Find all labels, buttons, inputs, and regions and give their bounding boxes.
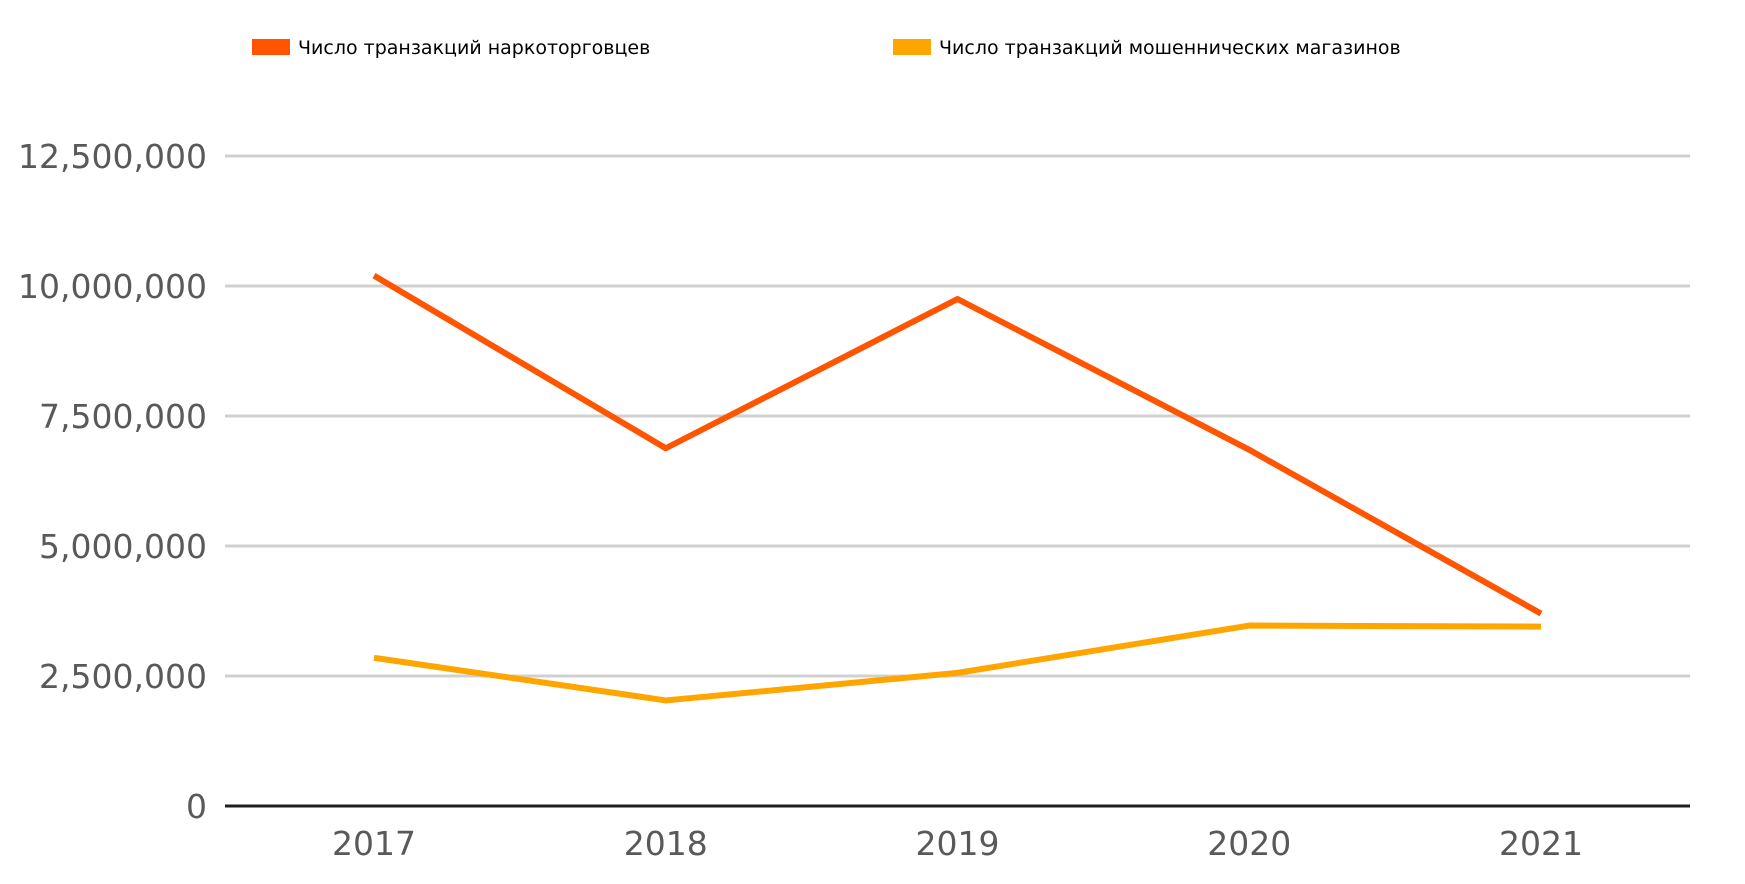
y-axis-tick-labels: 0 2,500,000 5,000,000 7,500,000 10,000,000 12…	[18, 137, 207, 826]
x-axis-tick-labels: 2017 2018 2019 2020 2021	[332, 824, 1583, 863]
gridlines	[225, 154, 1690, 808]
x-tick-label: 2021	[1499, 824, 1583, 863]
series-line-drug-dealers	[372, 273, 1543, 617]
y-tick-label: 0	[186, 787, 207, 826]
series-line-fraud-shops	[373, 622, 1542, 704]
x-tick-label: 2020	[1207, 824, 1291, 863]
y-tick-label: 12,500,000	[18, 137, 207, 176]
y-tick-label: 2,500,000	[39, 657, 207, 696]
y-tick-label: 10,000,000	[18, 267, 207, 306]
legend-swatch-drug-dealers	[252, 39, 290, 55]
series-lines	[372, 273, 1543, 704]
x-tick-label: 2017	[332, 824, 416, 863]
legend-label-fraud-shops: Число транзакций мошеннических магазинов	[939, 37, 1401, 59]
y-tick-label: 5,000,000	[39, 527, 207, 566]
y-tick-label: 7,500,000	[39, 397, 207, 436]
legend-label-drug-dealers: Число транзакций наркоторговцев	[298, 37, 650, 59]
x-tick-label: 2019	[916, 824, 1000, 863]
x-tick-label: 2018	[624, 824, 708, 863]
legend-swatch-fraud-shops	[893, 39, 931, 55]
legend: Число транзакций наркоторговцев Число тр…	[252, 37, 1401, 59]
